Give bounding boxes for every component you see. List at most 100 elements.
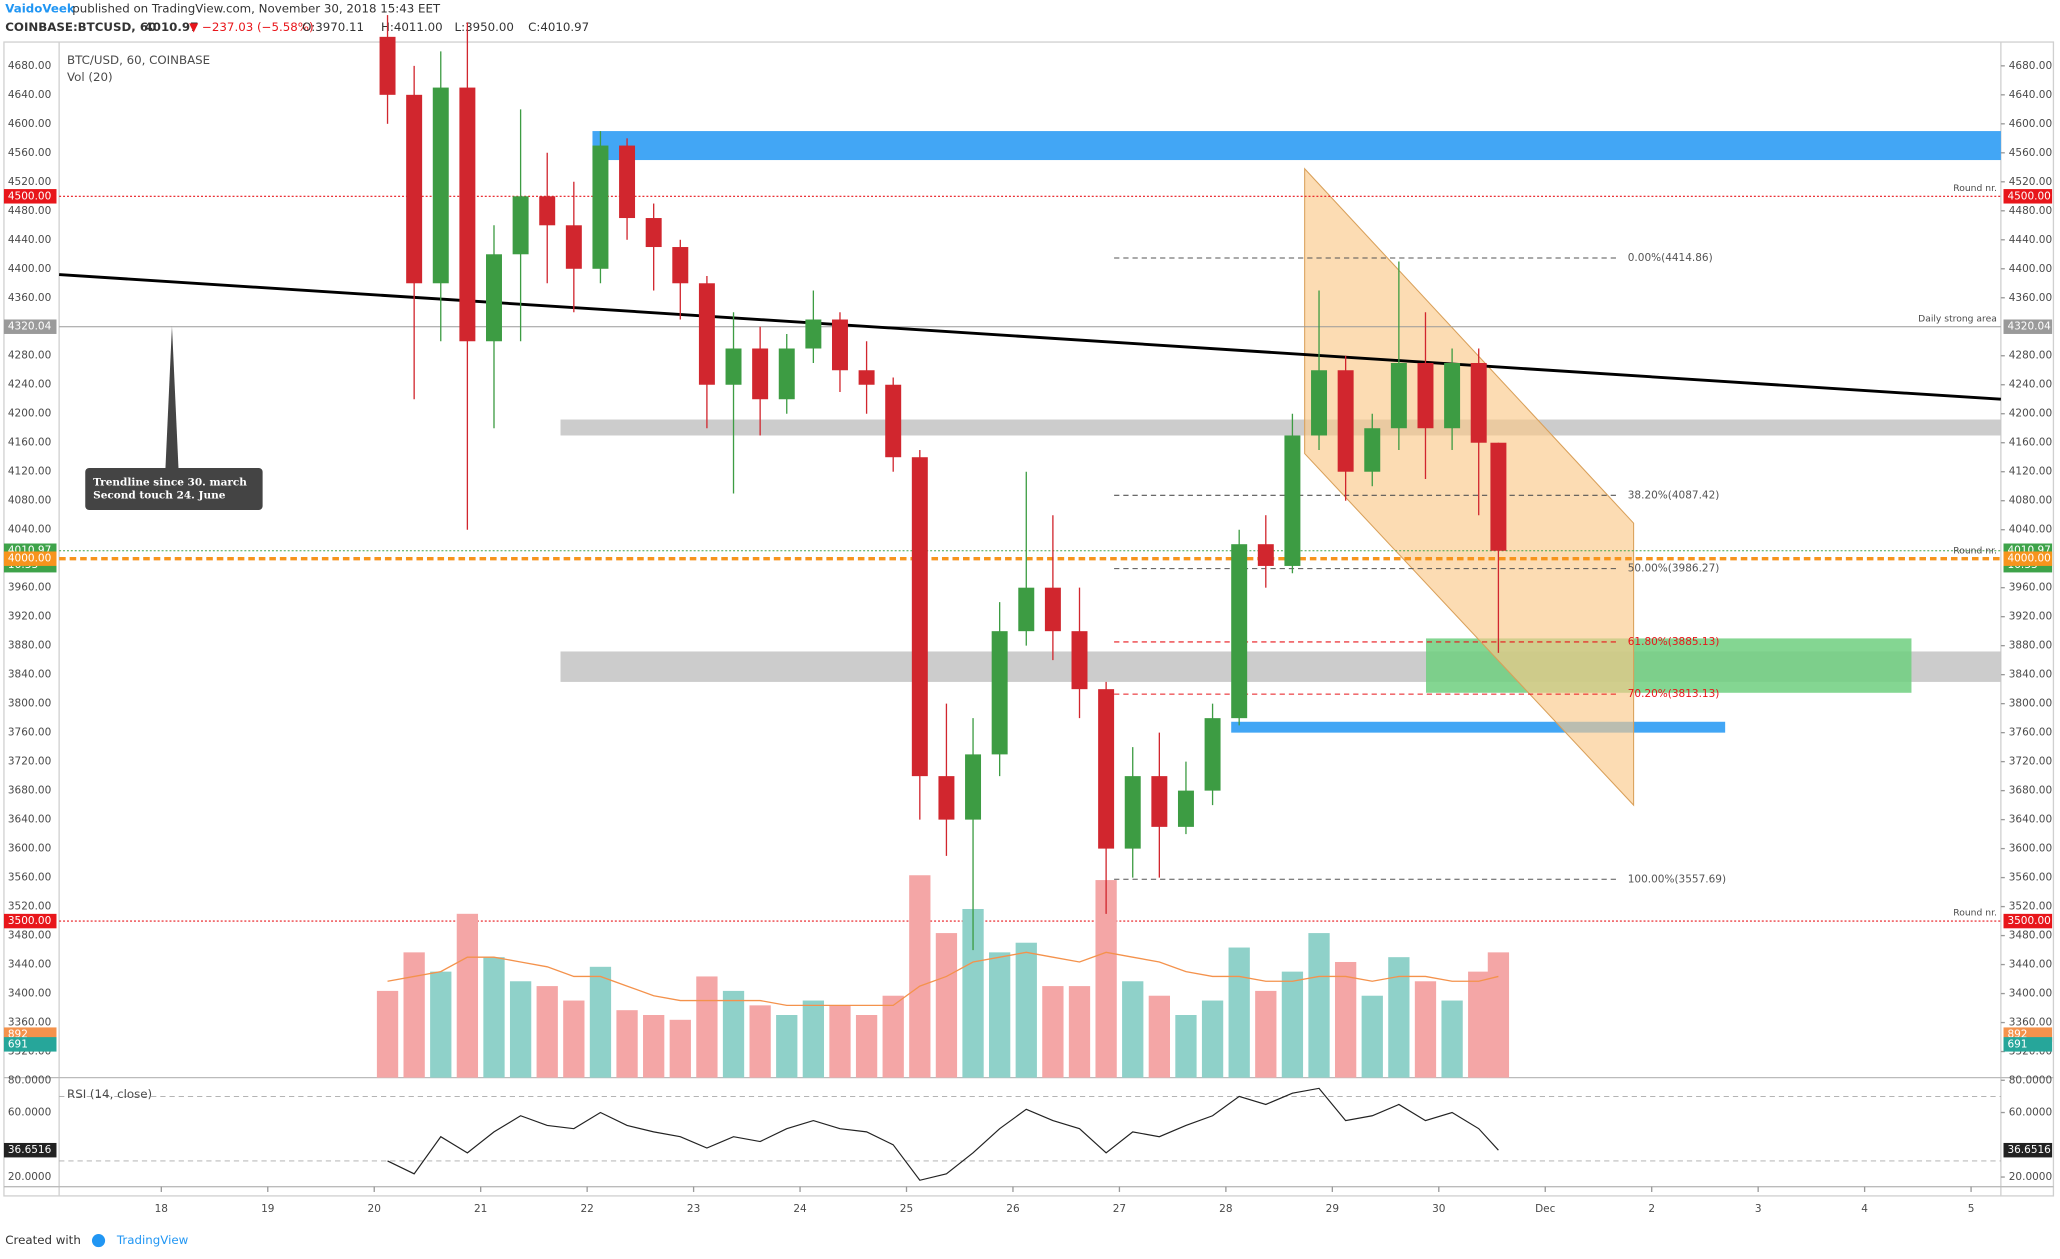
level-note: Daily strong area (1918, 313, 1997, 324)
volume-bar (989, 952, 1011, 1078)
candle-body (539, 196, 556, 226)
callout-text: Second touch 24. June (93, 490, 226, 502)
y-tick-label: 4600.00 (8, 118, 51, 130)
candle-body (1311, 370, 1328, 436)
y-tick-label: 3400.00 (2009, 988, 2052, 1000)
rsi-line (387, 1087, 1499, 1181)
volume-title: Vol (20) (67, 70, 113, 84)
volume-tag (2003, 1037, 2053, 1052)
x-tick-label: 21 (474, 1203, 487, 1215)
y-tick-label: 3800.00 (2009, 698, 2052, 710)
volume-bar (882, 995, 904, 1078)
zone (1231, 721, 1726, 733)
candle-body (752, 348, 769, 400)
y-tick-label: 3680.00 (2009, 785, 2052, 797)
candle-body (672, 247, 689, 284)
volume-bar (1414, 981, 1437, 1078)
close: C:4010.97 (528, 20, 589, 34)
volume-bar (669, 1019, 691, 1078)
y-tick-label: 3480.00 (8, 930, 51, 942)
high: H:4011.00 (381, 20, 443, 34)
price-tag-label: 4500.00 (2007, 190, 2050, 202)
volume-tag-label: 691 (8, 1038, 28, 1050)
rsi-tag (3, 1142, 57, 1158)
y-tick-label: 4040.00 (2009, 524, 2052, 536)
logo (91, 1234, 106, 1248)
y-tick-label: 4520.00 (2009, 176, 2052, 188)
fib-label: 70.20%(3813.13) (1628, 688, 1720, 700)
candle-body (645, 218, 662, 248)
rsi-tick-label: 20.0000 (2009, 1171, 2052, 1183)
y-tick-label: 4560.00 (2009, 147, 2052, 159)
y-tick-label: 4400.00 (2009, 263, 2052, 275)
open: O:3970.11 (302, 20, 364, 34)
plot: 3320.003320.003360.003360.003400.003400.… (3, 15, 2053, 1215)
volume-bar (776, 1014, 798, 1078)
y-tick-label: 4680.00 (2009, 60, 2052, 72)
y-tick-label: 4360.00 (8, 292, 51, 304)
change: ▼ −237.03 (−5.58%) (189, 20, 313, 34)
y-tick-label: 4160.00 (8, 437, 51, 449)
y-tick-label: 4240.00 (2009, 379, 2052, 391)
y-tick-label: 3360.00 (2009, 1017, 2052, 1029)
candle-body (1284, 435, 1301, 566)
rsi-tick-label: 80.0000 (2009, 1074, 2052, 1086)
volume-ma (387, 951, 1499, 1007)
volume-bar (509, 981, 532, 1078)
price-tag-label: 4000.00 (8, 553, 51, 565)
candle-body (1018, 587, 1035, 632)
rsi-tick-label: 20.0000 (8, 1171, 51, 1183)
y-tick-label: 4240.00 (8, 379, 51, 391)
price-tag (2003, 319, 2053, 334)
candle-body (459, 87, 476, 342)
y-tick-label: 3840.00 (8, 669, 51, 681)
volume-bar (696, 976, 718, 1078)
rsi-title: RSI (14, close) (67, 1087, 152, 1101)
volume-bar (430, 971, 452, 1078)
volume-bar (483, 957, 505, 1078)
price-tag-label: 4320.04 (2007, 321, 2051, 333)
candle-body (1124, 776, 1141, 849)
level-note: Round nr. (1953, 183, 1997, 194)
candle-body (1257, 544, 1274, 566)
candle-body (1390, 363, 1407, 429)
y-tick-label: 3640.00 (2009, 814, 2052, 826)
volume-bar (1361, 995, 1383, 1078)
x-tick-label: 30 (1432, 1203, 1445, 1215)
y-tick-label: 4080.00 (2009, 495, 2052, 507)
footer: Created with (5, 1233, 81, 1247)
volume-bar (1255, 990, 1277, 1078)
candle-body (938, 776, 955, 820)
x-tick-label: 4 (1861, 1203, 1868, 1215)
y-tick-label: 3880.00 (2009, 640, 2052, 652)
candle-body (565, 225, 582, 269)
y-tick-label: 4480.00 (8, 205, 51, 217)
fib-label: 0.00%(4414.86) (1628, 252, 1713, 264)
volume-bar (962, 908, 984, 1078)
brand[interactable]: TradingView (116, 1233, 189, 1247)
x-tick-label: 28 (1219, 1203, 1232, 1215)
fib-label: 50.00%(3986.27) (1628, 563, 1720, 575)
price-tag-label: 3500.00 (2007, 915, 2050, 927)
x-tick-label: 29 (1326, 1203, 1339, 1215)
y-tick-label: 4120.00 (2009, 466, 2052, 478)
x-tick-label: 3 (1755, 1203, 1762, 1215)
y-tick-label: 4440.00 (2009, 234, 2052, 246)
y-tick-label: 3680.00 (8, 785, 51, 797)
y-tick-label: 4480.00 (2009, 205, 2052, 217)
volume-bar (1122, 981, 1144, 1078)
volume-bar (1015, 942, 1037, 1078)
author[interactable]: VaidoVeek (5, 2, 76, 16)
volume-bar (376, 990, 399, 1078)
y-tick-label: 3520.00 (8, 901, 51, 913)
y-tick-label: 4640.00 (8, 89, 51, 101)
price-tag-label: 4320.04 (8, 321, 52, 333)
y-tick-label: 3560.00 (8, 872, 51, 884)
volume-bar (1487, 952, 1510, 1078)
volume-bar (563, 1000, 585, 1078)
candle-body (1204, 718, 1221, 791)
volume-bar (403, 952, 425, 1078)
y-tick-label: 4560.00 (8, 147, 51, 159)
y-tick-label: 3600.00 (2009, 843, 2052, 855)
